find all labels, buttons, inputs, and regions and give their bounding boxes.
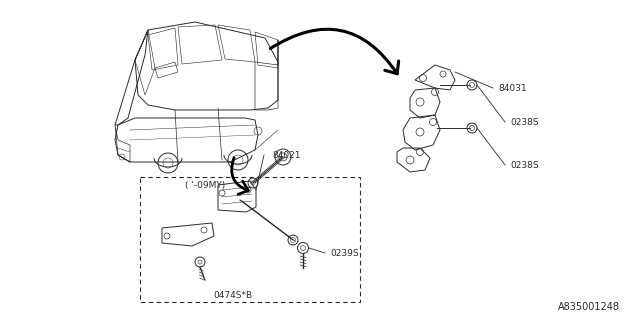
Bar (140, 177, 360, 302)
Text: A835001248: A835001248 (558, 302, 620, 312)
FancyArrowPatch shape (270, 29, 399, 74)
Text: 0239S: 0239S (330, 249, 358, 258)
Text: 84021: 84021 (272, 150, 301, 159)
Text: 0474S*B: 0474S*B (213, 292, 253, 300)
Text: 0238S: 0238S (510, 117, 539, 126)
FancyArrowPatch shape (232, 158, 248, 194)
Text: 84031: 84031 (498, 84, 527, 92)
Text: ( '-09MY): ( '-09MY) (185, 180, 225, 189)
Text: 0238S: 0238S (510, 161, 539, 170)
